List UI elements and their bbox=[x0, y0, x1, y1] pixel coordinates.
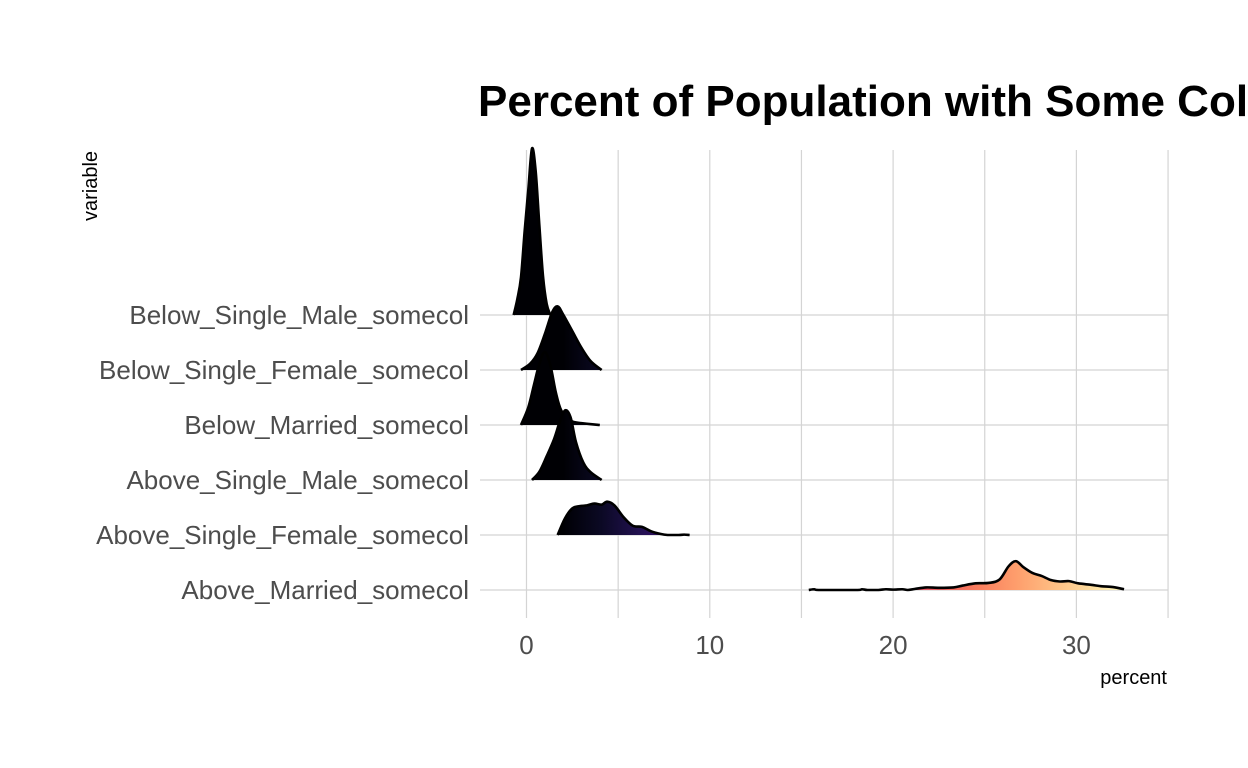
x-tick-label: 20 bbox=[879, 630, 908, 660]
ridge-outline bbox=[512, 146, 552, 316]
ridge-fill bbox=[513, 148, 551, 315]
ridge-fill bbox=[531, 410, 602, 480]
ridge-outline bbox=[531, 408, 603, 482]
x-tick-label: 30 bbox=[1062, 630, 1091, 660]
category-labels: Above_Married_somecol Above_Single_Female… bbox=[96, 300, 469, 605]
chart-title: Percent of Population with Some College bbox=[478, 77, 1248, 126]
ridge-outline bbox=[519, 350, 600, 427]
x-axis-title: percent bbox=[1100, 667, 1167, 689]
ridge-fill bbox=[808, 561, 1125, 590]
ridge-outline bbox=[808, 559, 1125, 592]
x-tick-label: 0 bbox=[519, 630, 533, 660]
category-label: Below_Single_Female_somecol bbox=[99, 355, 469, 385]
category-label: Above_Married_somecol bbox=[181, 575, 469, 605]
x-tick-label: 10 bbox=[695, 630, 724, 660]
ridge-outline bbox=[556, 500, 690, 537]
y-axis-title: variable bbox=[80, 151, 102, 221]
vertical-gridlines bbox=[525, 150, 1169, 618]
category-label: Above_Single_Male_somecol bbox=[126, 465, 469, 495]
ridge-fill bbox=[521, 352, 600, 425]
ridge-outline bbox=[520, 305, 603, 372]
category-label: Below_Married_somecol bbox=[184, 410, 469, 440]
ridge-fill bbox=[521, 306, 602, 370]
density-ridges bbox=[512, 146, 1125, 592]
category-label: Above_Single_Female_somecol bbox=[96, 520, 469, 550]
category-label: Below_Single_Male_somecol bbox=[129, 300, 469, 330]
x-tick-labels: 0 10 20 30 bbox=[519, 630, 1091, 660]
